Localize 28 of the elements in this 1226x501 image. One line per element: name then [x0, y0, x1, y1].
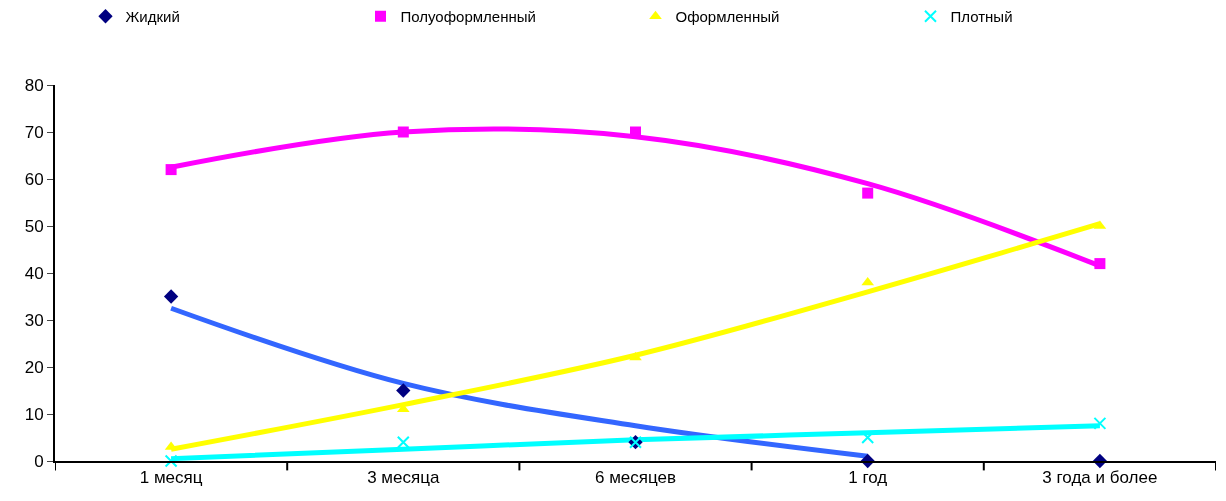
legend-label: Жидкий [125, 8, 180, 26]
point [861, 276, 875, 286]
y-tick-label: 40 [24, 263, 44, 283]
y-tick-label: 70 [24, 122, 44, 142]
y-tick-label: 50 [24, 216, 44, 236]
legend-label: Оформленный [675, 8, 780, 26]
y-tick-label: 20 [24, 357, 44, 377]
y-tick-label: 30 [24, 310, 44, 330]
y-tick-label: 10 [24, 404, 44, 424]
x-tick-label: 3 месяца [367, 468, 440, 488]
point [164, 454, 178, 468]
y-tick-label: 0 [34, 451, 44, 471]
y-tick-label: 60 [24, 169, 44, 189]
y-tick-label: 80 [24, 75, 44, 95]
point [397, 126, 409, 138]
point [396, 383, 411, 398]
x-tick-label: 1 месяц [139, 468, 203, 488]
legend-label: Полуоформленный [400, 8, 536, 26]
point [396, 435, 410, 449]
point [1093, 416, 1107, 430]
legend-label: Плотный [950, 8, 1013, 26]
x-tick-label: 3 года и более [1042, 468, 1158, 488]
point [165, 164, 177, 176]
point [1094, 258, 1106, 270]
x-tick-label: 1 год [848, 468, 888, 488]
x-tick-label: 6 месяцев [594, 468, 677, 488]
point [862, 187, 874, 199]
point [163, 289, 179, 304]
